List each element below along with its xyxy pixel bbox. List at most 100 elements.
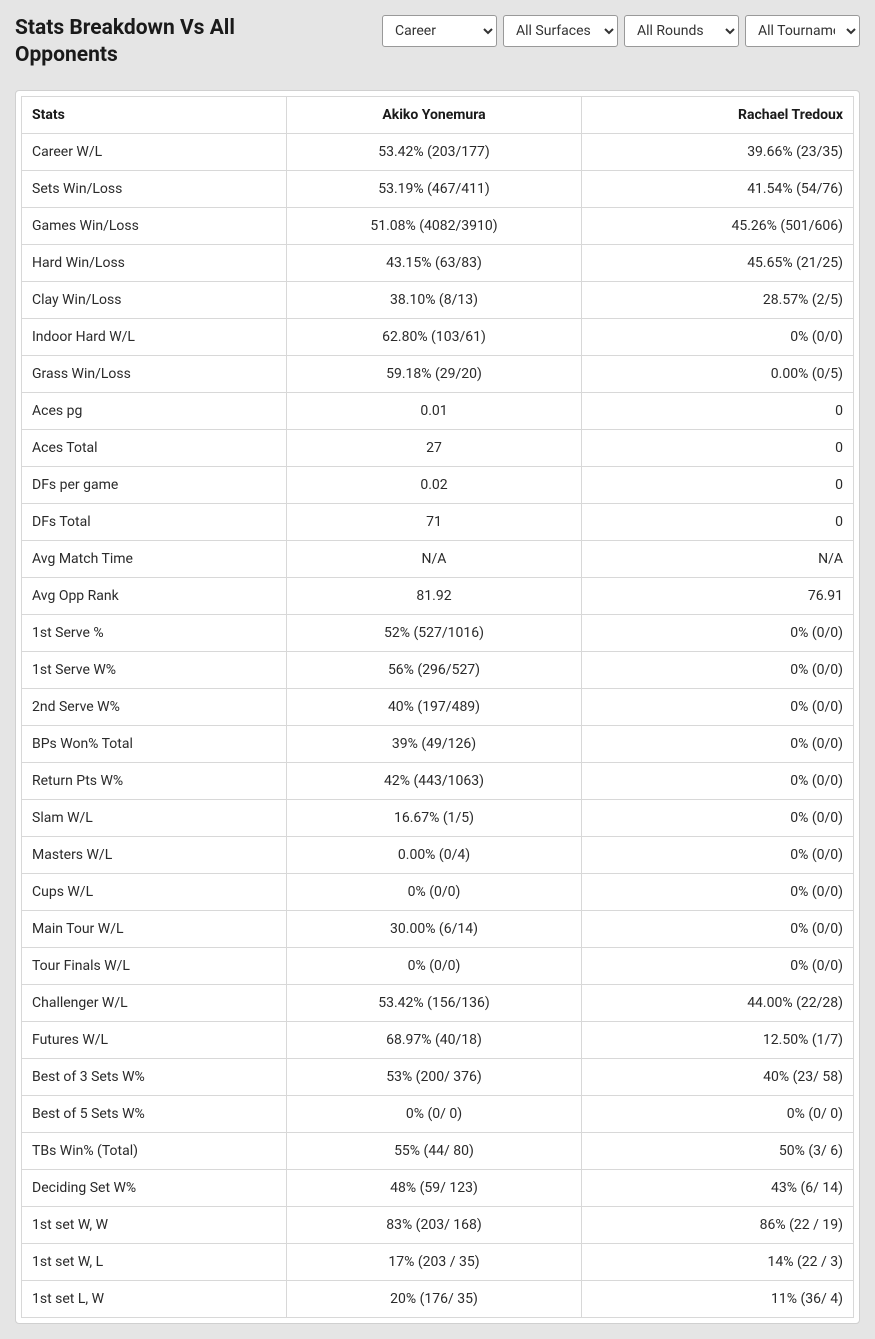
table-row: Best of 3 Sets W%53% (200/ 376)40% (23/ … (22, 1058, 854, 1095)
player2-value: 0% (0/0) (582, 688, 854, 725)
player1-value: 52% (527/1016) (287, 614, 582, 651)
stat-label: Aces pg (22, 392, 287, 429)
stat-label: Avg Opp Rank (22, 577, 287, 614)
column-header-player2: Rachael Tredoux (582, 96, 854, 133)
player1-value: 71 (287, 503, 582, 540)
stat-label: Clay Win/Loss (22, 281, 287, 318)
table-row: Clay Win/Loss38.10% (8/13)28.57% (2/5) (22, 281, 854, 318)
table-row: Indoor Hard W/L62.80% (103/61)0% (0/0) (22, 318, 854, 355)
table-row: DFs per game0.020 (22, 466, 854, 503)
table-row: 1st set W, L17% (203 / 35)14% (22 / 3) (22, 1243, 854, 1280)
player1-value: 81.92 (287, 577, 582, 614)
player1-value: 51.08% (4082/3910) (287, 207, 582, 244)
player1-value: 62.80% (103/61) (287, 318, 582, 355)
player2-value: 45.65% (21/25) (582, 244, 854, 281)
filters-bar: Career All Surfaces All Rounds All Tourn… (382, 15, 860, 47)
stat-label: Slam W/L (22, 799, 287, 836)
stat-label: Masters W/L (22, 836, 287, 873)
stat-label: DFs per game (22, 466, 287, 503)
stat-label: Games Win/Loss (22, 207, 287, 244)
table-row: Main Tour W/L30.00% (6/14)0% (0/0) (22, 910, 854, 947)
stat-label: Aces Total (22, 429, 287, 466)
player2-value: 0 (582, 429, 854, 466)
player2-value: 0% (0/0) (582, 318, 854, 355)
player1-value: 0.00% (0/4) (287, 836, 582, 873)
player1-value: 56% (296/527) (287, 651, 582, 688)
filter-tournament[interactable]: All Tournaments (745, 15, 860, 47)
player2-value: 0% (0/0) (582, 947, 854, 984)
table-row: BPs Won% Total39% (49/126)0% (0/0) (22, 725, 854, 762)
stat-label: 2nd Serve W% (22, 688, 287, 725)
player2-value: 50% (3/ 6) (582, 1132, 854, 1169)
table-row: Slam W/L16.67% (1/5)0% (0/0) (22, 799, 854, 836)
player1-value: 0% (0/ 0) (287, 1095, 582, 1132)
header-row: Stats Breakdown Vs All Opponents Career … (15, 15, 860, 70)
player2-value: 45.26% (501/606) (582, 207, 854, 244)
stat-label: TBs Win% (Total) (22, 1132, 287, 1169)
filter-career[interactable]: Career (382, 15, 497, 47)
stat-label: Cups W/L (22, 873, 287, 910)
table-row: Aces Total270 (22, 429, 854, 466)
player1-value: 17% (203 / 35) (287, 1243, 582, 1280)
player2-value: 40% (23/ 58) (582, 1058, 854, 1095)
player1-value: 30.00% (6/14) (287, 910, 582, 947)
player1-value: 0.01 (287, 392, 582, 429)
stat-label: Indoor Hard W/L (22, 318, 287, 355)
table-row: 1st set W, W83% (203/ 168)86% (22 / 19) (22, 1206, 854, 1243)
player1-value: 16.67% (1/5) (287, 799, 582, 836)
stat-label: Challenger W/L (22, 984, 287, 1021)
player1-value: 43.15% (63/83) (287, 244, 582, 281)
table-row: Cups W/L0% (0/0)0% (0/0) (22, 873, 854, 910)
stat-label: DFs Total (22, 503, 287, 540)
table-row: 1st Serve %52% (527/1016)0% (0/0) (22, 614, 854, 651)
filter-rounds[interactable]: All Rounds (624, 15, 739, 47)
player2-value: 0 (582, 392, 854, 429)
table-row: Return Pts W%42% (443/1063)0% (0/0) (22, 762, 854, 799)
stats-table-body: Career W/L53.42% (203/177)39.66% (23/35)… (22, 133, 854, 1317)
column-header-stats: Stats (22, 96, 287, 133)
player2-value: 11% (36/ 4) (582, 1280, 854, 1317)
table-row: Avg Match TimeN/AN/A (22, 540, 854, 577)
stat-label: Deciding Set W% (22, 1169, 287, 1206)
player2-value: 43% (6/ 14) (582, 1169, 854, 1206)
table-row: TBs Win% (Total)55% (44/ 80)50% (3/ 6) (22, 1132, 854, 1169)
stat-label: 1st set W, L (22, 1243, 287, 1280)
stat-label: Best of 3 Sets W% (22, 1058, 287, 1095)
stat-label: 1st set W, W (22, 1206, 287, 1243)
table-row: DFs Total710 (22, 503, 854, 540)
player2-value: 0% (0/0) (582, 725, 854, 762)
player2-value: 0% (0/0) (582, 762, 854, 799)
stats-table-header-row: Stats Akiko Yonemura Rachael Tredoux (22, 96, 854, 133)
stat-label: Grass Win/Loss (22, 355, 287, 392)
player1-value: 53.19% (467/411) (287, 170, 582, 207)
table-row: Grass Win/Loss59.18% (29/20)0.00% (0/5) (22, 355, 854, 392)
player2-value: N/A (582, 540, 854, 577)
filter-surface[interactable]: All Surfaces (503, 15, 618, 47)
player1-value: 20% (176/ 35) (287, 1280, 582, 1317)
player1-value: 55% (44/ 80) (287, 1132, 582, 1169)
player1-value: N/A (287, 540, 582, 577)
player2-value: 39.66% (23/35) (582, 133, 854, 170)
player1-value: 53.42% (203/177) (287, 133, 582, 170)
stat-label: BPs Won% Total (22, 725, 287, 762)
stat-label: Tour Finals W/L (22, 947, 287, 984)
table-row: 2nd Serve W%40% (197/489)0% (0/0) (22, 688, 854, 725)
player2-value: 12.50% (1/7) (582, 1021, 854, 1058)
player2-value: 0% (0/0) (582, 614, 854, 651)
player2-value: 0 (582, 503, 854, 540)
stat-label: Avg Match Time (22, 540, 287, 577)
table-row: Avg Opp Rank81.9276.91 (22, 577, 854, 614)
stats-table-head: Stats Akiko Yonemura Rachael Tredoux (22, 96, 854, 133)
stat-label: Best of 5 Sets W% (22, 1095, 287, 1132)
stat-label: 1st Serve W% (22, 651, 287, 688)
stat-label: Sets Win/Loss (22, 170, 287, 207)
stat-label: Hard Win/Loss (22, 244, 287, 281)
player1-value: 42% (443/1063) (287, 762, 582, 799)
stat-label: Career W/L (22, 133, 287, 170)
player1-value: 48% (59/ 123) (287, 1169, 582, 1206)
player2-value: 0% (0/0) (582, 836, 854, 873)
player2-value: 0% (0/0) (582, 873, 854, 910)
table-row: Sets Win/Loss53.19% (467/411)41.54% (54/… (22, 170, 854, 207)
table-row: Deciding Set W%48% (59/ 123)43% (6/ 14) (22, 1169, 854, 1206)
player2-value: 86% (22 / 19) (582, 1206, 854, 1243)
